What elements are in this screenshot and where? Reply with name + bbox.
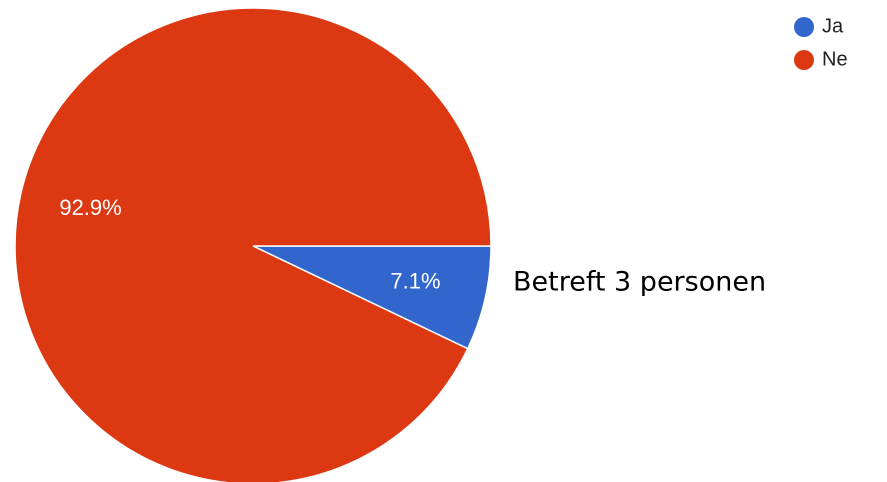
legend-label: Ja [822, 15, 844, 37]
legend-swatch [794, 50, 814, 70]
annotation: Betreft 3 personen [513, 267, 766, 298]
legend-label: Ne [822, 48, 848, 70]
legend-swatch [794, 17, 814, 37]
slice-label: 92.9% [59, 195, 121, 220]
slice-label: 7.1% [390, 269, 440, 294]
pie-slice [14, 7, 492, 482]
pie-slice [252, 245, 492, 350]
